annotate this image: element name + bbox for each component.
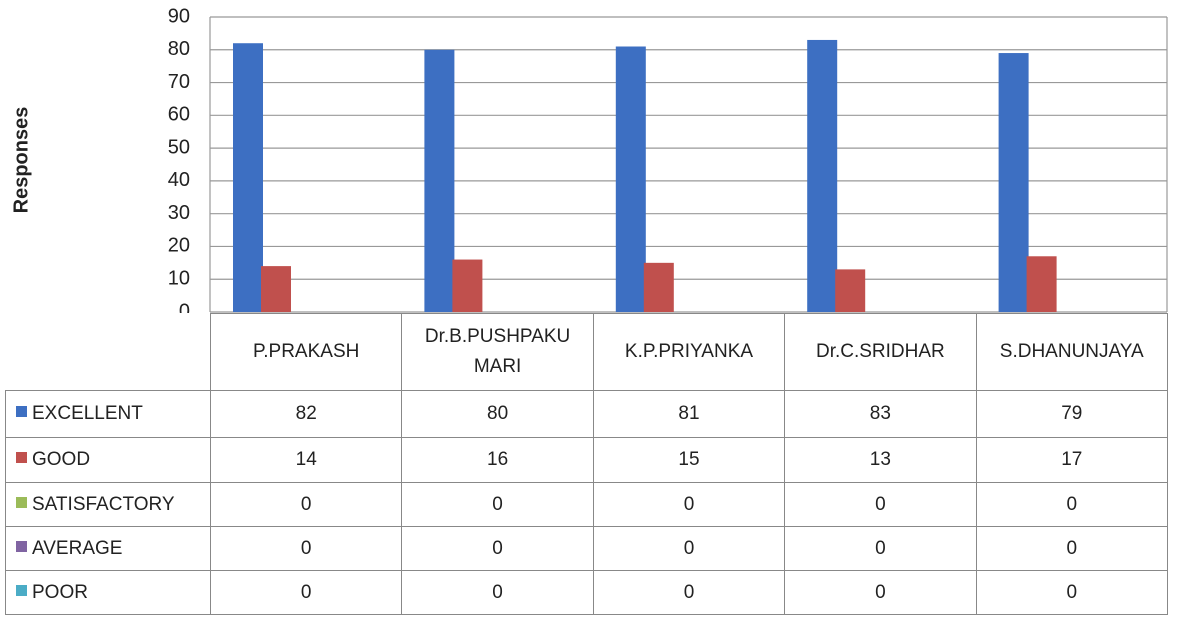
legend-swatch — [16, 584, 27, 596]
y-tick-label: 60 — [168, 104, 190, 126]
category-cell: P.PRAKASH — [209, 313, 403, 391]
legend-label: GOOD — [32, 449, 91, 470]
legend-cell: POOR — [5, 570, 211, 615]
value-cell: 0 — [592, 570, 786, 615]
legend-swatch — [16, 452, 27, 464]
series-row: POOR 0 0 0 0 0 — [5, 570, 1168, 615]
series-row: AVERAGE 0 0 0 0 0 — [5, 526, 1168, 571]
bar — [643, 262, 674, 312]
value-cell: 0 — [784, 570, 977, 615]
header-row: P.PRAKASH Dr.B.PUSHPAKUMARI K.P.PRIYANKA Dr… — [5, 313, 1168, 391]
value-cell: 13 — [784, 437, 977, 483]
legend-cell: GOOD — [5, 437, 211, 483]
value-cell: 16 — [401, 437, 594, 483]
value-cell: 0 — [401, 570, 594, 615]
bar — [452, 259, 483, 312]
value-cell: 80 — [401, 390, 594, 438]
category-cell: Dr.C.SRIDHAR — [784, 313, 977, 391]
legend-label: POOR — [32, 581, 88, 603]
bar — [1026, 256, 1057, 312]
value-cell: 0 — [592, 482, 786, 527]
value-cell: 0 — [401, 482, 594, 527]
value-cell: 15 — [592, 437, 786, 483]
legend-swatch — [16, 540, 27, 552]
category-cell: Dr.B.PUSHPAKUMARI — [401, 313, 594, 391]
bar — [261, 266, 291, 312]
y-tick-label: 90 — [168, 5, 190, 27]
bar — [998, 53, 1029, 313]
bar — [424, 49, 455, 313]
category-cell: K.P.PRIYANKA — [592, 313, 786, 391]
legend-label: SATISFACTORY — [32, 493, 175, 515]
legend-cell: EXCELLENT — [5, 390, 211, 438]
y-tick-label: 10 — [168, 268, 190, 290]
legend-swatch — [16, 496, 27, 508]
value-cell: 0 — [975, 570, 1168, 615]
y-tick-label: 40 — [168, 169, 190, 191]
value-cell: 0 — [975, 482, 1168, 527]
value-cell: 0 — [209, 482, 403, 527]
bar — [615, 46, 646, 312]
y-tick-label: 70 — [168, 71, 190, 93]
value-cell: 79 — [975, 390, 1168, 438]
y-axis-label: Responses — [10, 107, 32, 214]
value-cell: 0 — [209, 570, 403, 615]
data-table: P.PRAKASH Dr.B.PUSHPAKUMARI K.P.PRIYANKA Dr… — [5, 313, 1168, 615]
value-cell: 81 — [592, 390, 786, 438]
legend-cell: AVERAGE — [5, 526, 211, 571]
value-cell: 0 — [209, 526, 403, 571]
y-tick-label: 30 — [168, 202, 190, 224]
y-tick-label: 0 — [179, 300, 190, 313]
value-cell: 17 — [975, 437, 1168, 483]
y-tick-label: 80 — [168, 38, 190, 60]
legend-label: AVERAGE — [32, 537, 123, 559]
corner-cell — [5, 313, 211, 391]
series-row: EXCELLENT 82 80 81 83 79 — [5, 390, 1168, 438]
y-tick-label: 20 — [168, 235, 190, 257]
value-cell: 0 — [401, 526, 594, 571]
bar — [835, 269, 866, 312]
legend-swatch — [16, 406, 27, 418]
value-cell: 0 — [592, 526, 786, 571]
value-cell: 82 — [209, 390, 403, 438]
series-row: SATISFACTORY 0 0 0 0 0 — [5, 482, 1168, 527]
chart: Responses 0 10 20 30 40 50 60 70 80 90 — [10, 5, 1168, 313]
value-cell: 0 — [975, 526, 1168, 571]
value-cell: 83 — [784, 390, 977, 438]
legend-label: EXCELLENT — [32, 403, 143, 424]
series-row: GOOD 14 16 15 13 17 — [5, 437, 1168, 483]
bar — [233, 43, 263, 312]
y-tick-label: 50 — [168, 136, 190, 158]
value-cell: 0 — [784, 526, 977, 571]
category-cell: S.DHANUNJAYA — [975, 313, 1168, 391]
bar — [807, 39, 838, 312]
value-cell: 0 — [784, 482, 977, 527]
legend-cell: SATISFACTORY — [5, 482, 211, 527]
value-cell: 14 — [209, 437, 403, 483]
